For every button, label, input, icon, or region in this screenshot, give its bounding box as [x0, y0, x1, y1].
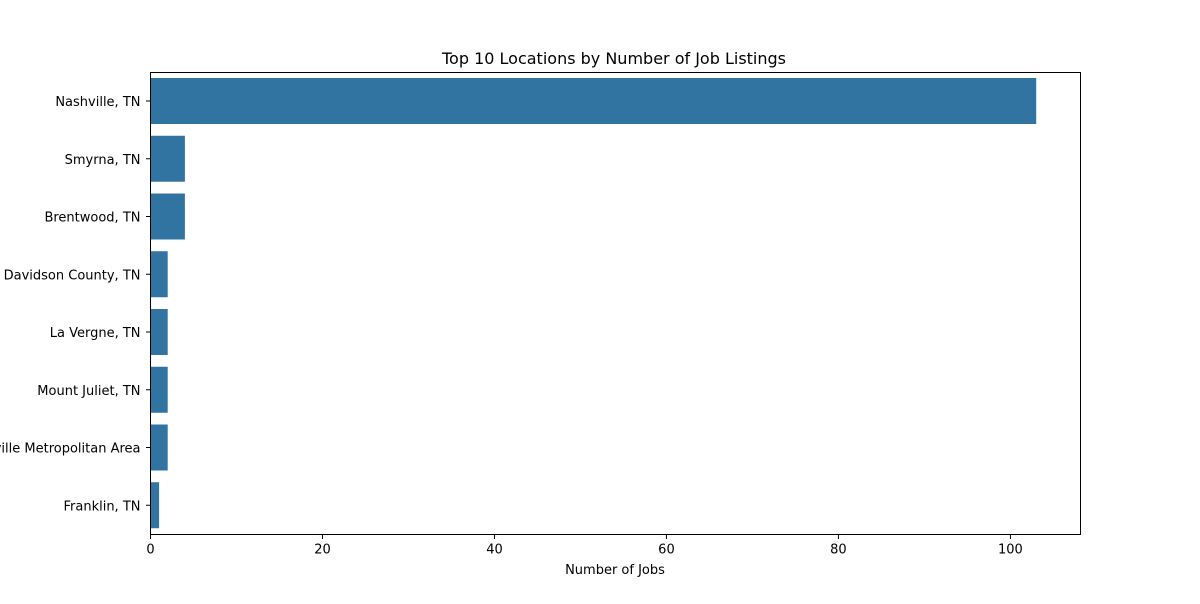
y-tick-label: Mount Juliet, TN [37, 384, 140, 399]
x-tick-label: 20 [314, 543, 331, 558]
x-axis-label: Number of Jobs [565, 563, 665, 578]
x-tick-label: 100 [998, 543, 1023, 558]
bar [150, 193, 185, 240]
y-tick-label: La Vergne, TN [50, 326, 141, 341]
y-tick-label: Nashville Metropolitan Area [0, 442, 141, 457]
bar [150, 251, 168, 298]
x-axis: 0 20 40 60 80 100 [146, 534, 1023, 558]
x-tick-label: 40 [486, 543, 503, 558]
y-axis: Nashville, TN Smyrna, TN Brentwood, TN Davi… [0, 95, 151, 514]
plot-frame [150, 72, 1081, 535]
bars-group [150, 78, 1037, 529]
bar [150, 424, 168, 471]
chart-title: Top 10 Locations by Number of Job Listin… [441, 49, 786, 68]
y-tick-label: Smyrna, TN [65, 153, 141, 168]
x-tick-label: 0 [146, 543, 154, 558]
bar [150, 309, 168, 355]
bar [150, 78, 1037, 124]
y-tick-label: Nashville, TN [55, 95, 140, 110]
y-tick-label: Davidson County, TN [4, 268, 141, 283]
y-tick-label: Brentwood, TN [44, 211, 140, 226]
x-tick-label: 60 [658, 543, 675, 558]
bar [150, 482, 160, 529]
x-tick-label: 80 [830, 543, 847, 558]
y-tick-label: Franklin, TN [63, 499, 140, 514]
bar [150, 135, 185, 182]
bar [150, 366, 168, 413]
